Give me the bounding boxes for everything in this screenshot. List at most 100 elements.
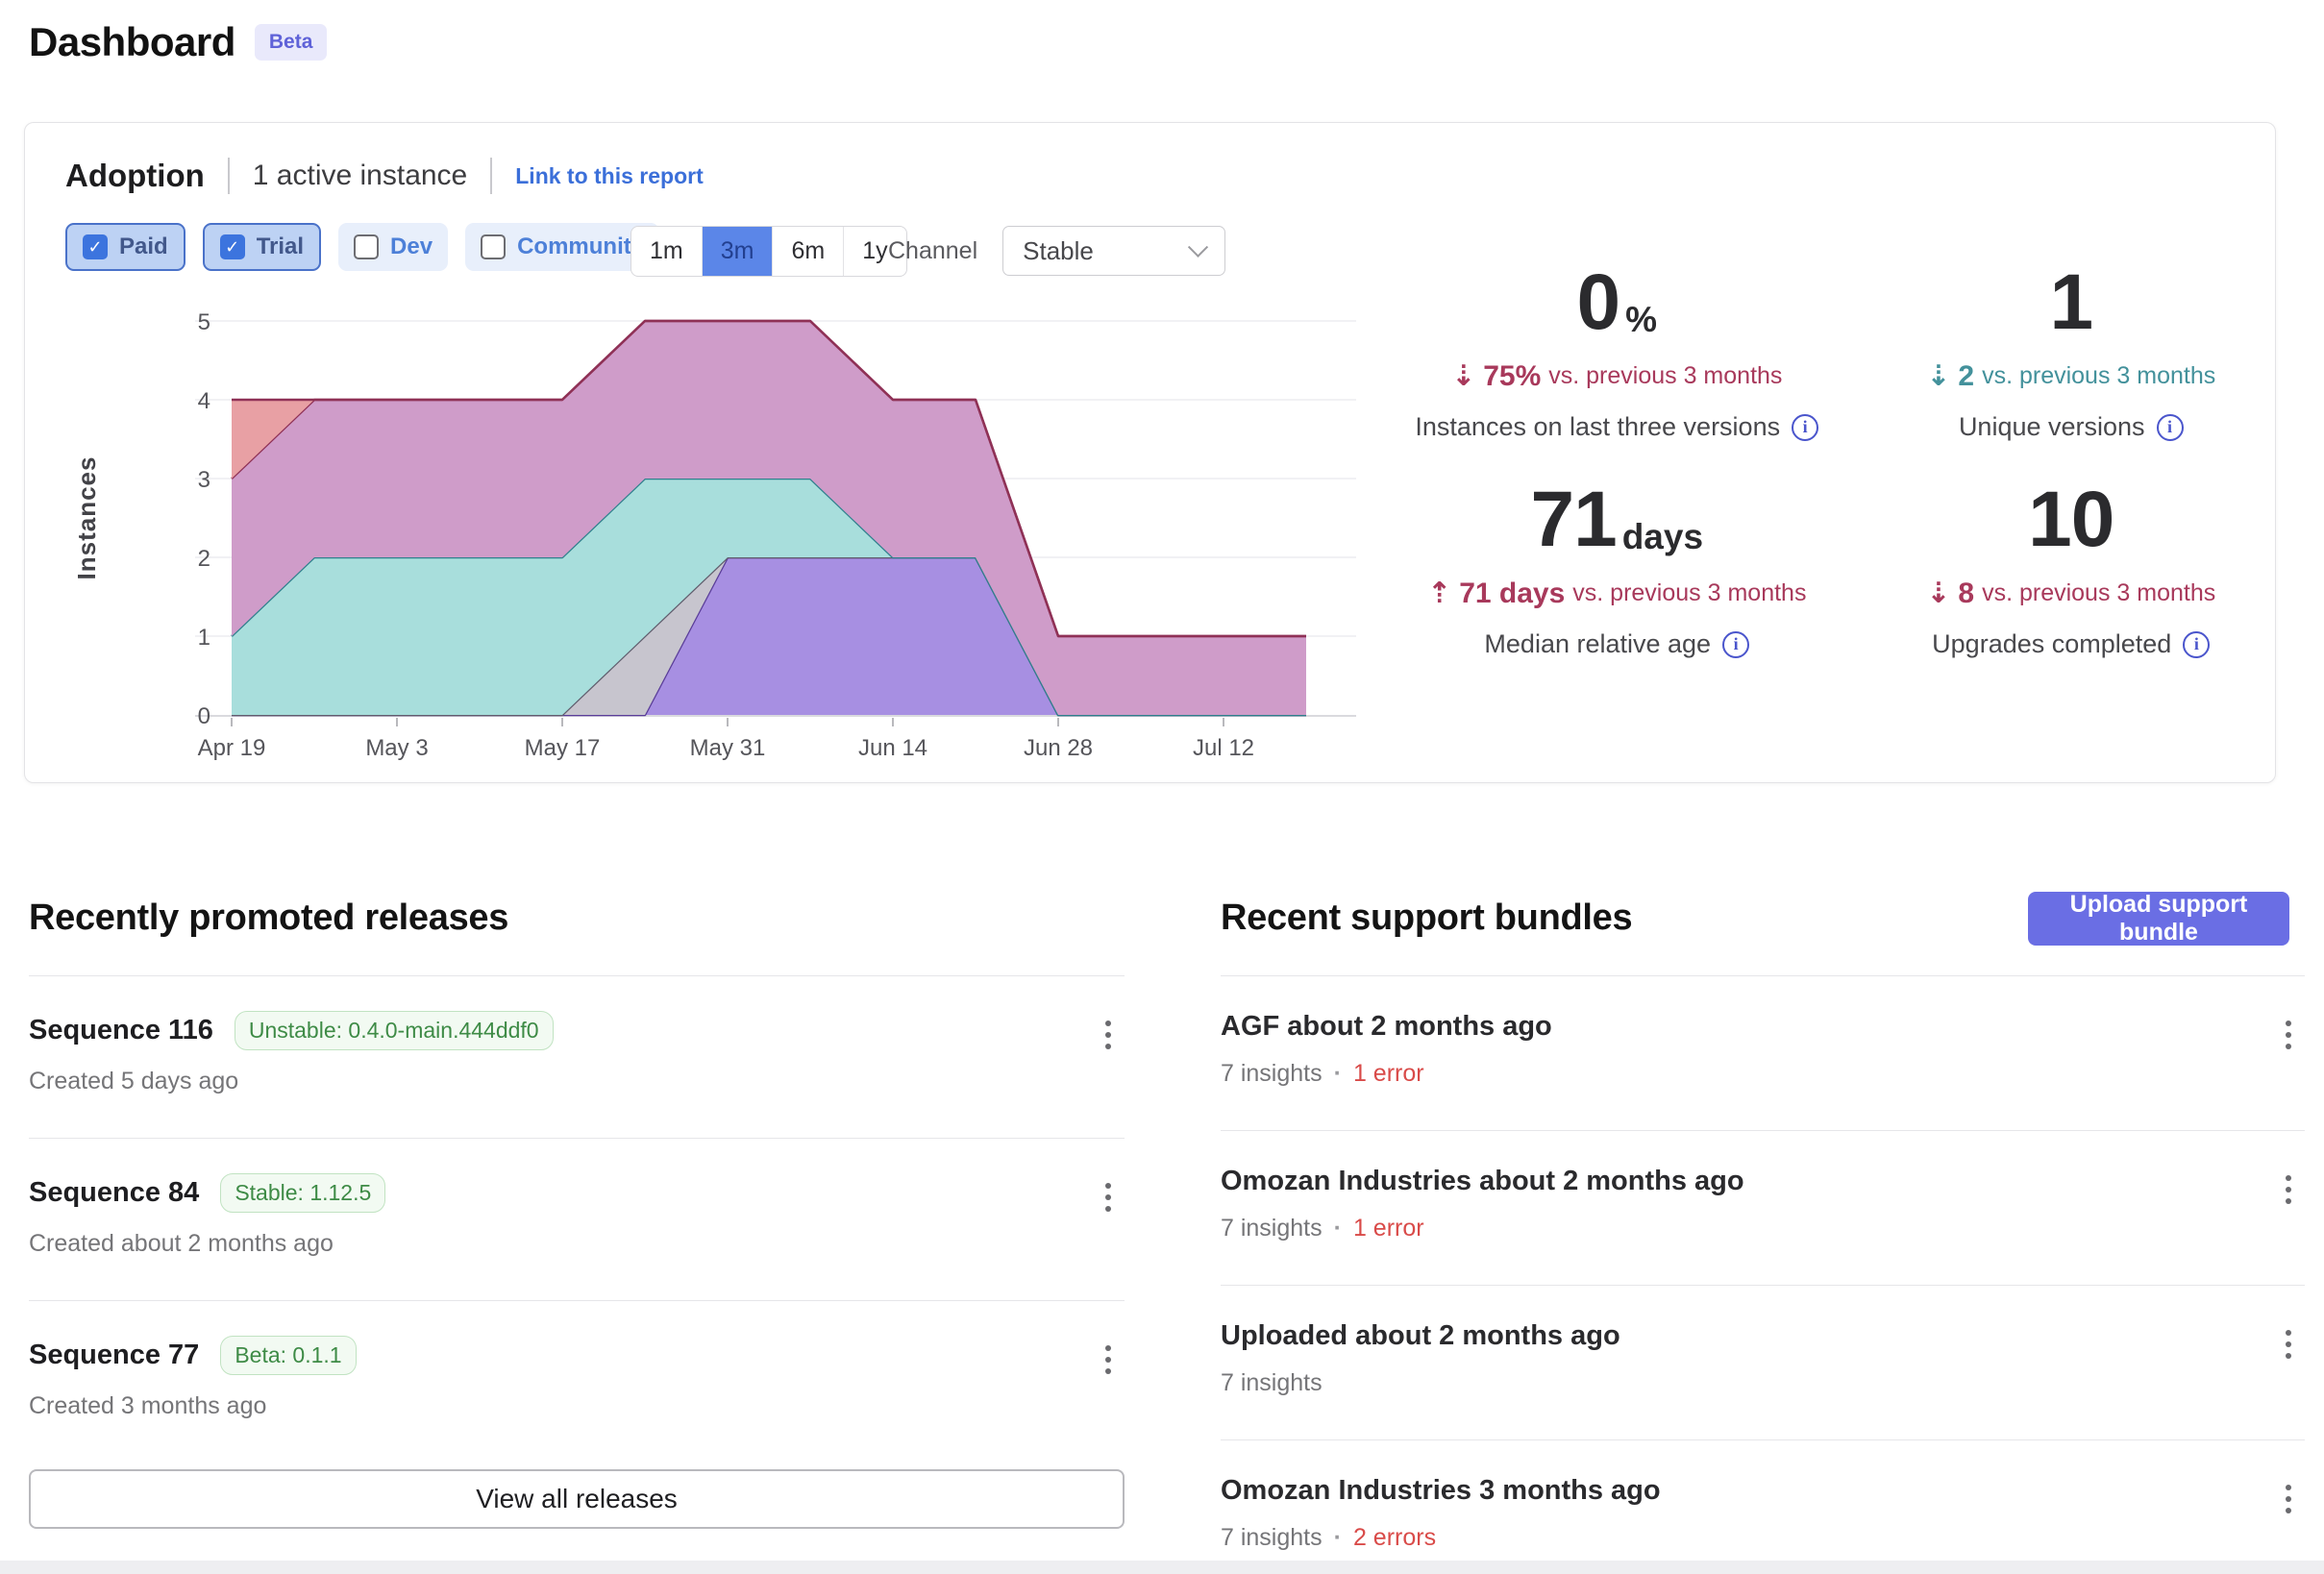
filter-paid[interactable]: ✓ Paid bbox=[65, 223, 185, 271]
adoption-title: Adoption bbox=[65, 158, 205, 193]
upload-support-bundle-button[interactable]: Upload support bundle bbox=[2028, 891, 2289, 946]
version-badge: Beta: 0.1.1 bbox=[220, 1336, 357, 1375]
svg-text:3: 3 bbox=[198, 467, 210, 493]
info-icon[interactable]: i bbox=[1792, 413, 1819, 441]
adoption-area-chart: 0 1 2 3 4 5 Apr 19 May 3 May 17 May 31 Jun 14 Jun 2… bbox=[72, 309, 1356, 761]
release-item[interactable]: Sequence 116 Unstable: 0.4.0-main.444ddf0… bbox=[29, 975, 1125, 1138]
separator-dot: · bbox=[1333, 1215, 1342, 1242]
stat-change: ⇣ 75% vs. previous 3 months bbox=[1451, 359, 1783, 393]
kebab-menu-icon[interactable] bbox=[1100, 1340, 1117, 1380]
error-count: 1 error bbox=[1352, 1060, 1424, 1087]
filter-label: Paid bbox=[119, 234, 168, 259]
license-filter-group: ✓ Paid ✓ Trial Dev Community bbox=[65, 223, 660, 271]
kebab-menu-icon[interactable] bbox=[2280, 1169, 2297, 1210]
svg-text:5: 5 bbox=[198, 309, 210, 335]
svg-text:Instances: Instances bbox=[72, 456, 101, 580]
support-bundle-item[interactable]: AGF about 2 months ago 7 insights · 1 error bbox=[1221, 975, 2305, 1130]
stat-label: Upgrades completed i bbox=[1844, 629, 2299, 659]
filter-community[interactable]: Community bbox=[465, 223, 660, 271]
info-icon[interactable]: i bbox=[2183, 630, 2211, 658]
svg-text:0: 0 bbox=[198, 703, 210, 729]
insights-count: 7 insights bbox=[1221, 1524, 1323, 1551]
arrow-up-dashed-icon: ⇡ bbox=[1427, 578, 1452, 609]
filter-dev[interactable]: Dev bbox=[338, 223, 449, 271]
line-version-salmon bbox=[232, 319, 1306, 638]
time-range-group: 1m 3m 6m 1y bbox=[630, 226, 907, 277]
kebab-menu-icon[interactable] bbox=[2280, 1479, 2297, 1519]
stat-value: 0% bbox=[1576, 258, 1657, 346]
adoption-card: Adoption 1 active instance Link to this … bbox=[24, 122, 2276, 783]
filter-label: Community bbox=[517, 234, 645, 259]
checkbox-unchecked-icon bbox=[354, 234, 380, 259]
view-all-releases-button[interactable]: View all releases bbox=[29, 1469, 1125, 1529]
item-title: Uploaded about 2 months ago bbox=[1221, 1320, 1620, 1351]
channel-control: Channel Stable bbox=[888, 226, 1226, 276]
kebab-menu-icon[interactable] bbox=[2280, 1324, 2297, 1365]
support-bundle-item[interactable]: Omozan Industries 3 months ago 7 insights… bbox=[1221, 1439, 2305, 1574]
filter-trial[interactable]: ✓ Trial bbox=[202, 223, 322, 271]
support-bundles-list: AGF about 2 months ago 7 insights · 1 error… bbox=[1221, 975, 2305, 1574]
item-title: Omozan Industries 3 months ago bbox=[1221, 1475, 1661, 1506]
stat-unique-versions: 1 ⇣ 2 vs. previous 3 months Unique versions i bbox=[1844, 263, 2299, 442]
adoption-stats: 0% ⇣ 75% vs. previous 3 months Instances on … bbox=[1390, 263, 2298, 659]
active-instance-count: 1 active instance bbox=[252, 160, 468, 191]
item-title: Sequence 116 bbox=[29, 1015, 213, 1045]
support-bundle-item[interactable]: Omozan Industries about 2 months ago 7 in… bbox=[1221, 1130, 2305, 1285]
separator-dot: · bbox=[1333, 1060, 1342, 1087]
vertical-divider bbox=[490, 158, 493, 194]
insights-count: 7 insights bbox=[1221, 1369, 1323, 1396]
bottom-strip bbox=[0, 1561, 2324, 1574]
version-badge: Stable: 1.12.5 bbox=[220, 1173, 386, 1213]
stat-upgrades-completed: 10 ⇣ 8 vs. previous 3 months Upgrades comple… bbox=[1844, 480, 2299, 659]
svg-text:1: 1 bbox=[198, 625, 210, 651]
svg-text:Jun 14: Jun 14 bbox=[858, 735, 927, 761]
svg-text:Jul 12: Jul 12 bbox=[1193, 735, 1254, 761]
kebab-menu-icon[interactable] bbox=[1100, 1015, 1117, 1055]
channel-select[interactable]: Stable bbox=[1002, 226, 1226, 276]
time-range-6m[interactable]: 6m bbox=[772, 227, 843, 276]
time-range-1m[interactable]: 1m bbox=[650, 237, 683, 264]
support-bundle-item[interactable]: Uploaded about 2 months ago 7 insights bbox=[1221, 1285, 2305, 1439]
vertical-divider bbox=[227, 158, 230, 194]
filter-label: Dev bbox=[390, 234, 433, 259]
svg-text:2: 2 bbox=[198, 546, 210, 572]
time-range-1y[interactable]: 1y bbox=[843, 227, 905, 276]
item-title: Omozan Industries about 2 months ago bbox=[1221, 1166, 1744, 1196]
item-title: Sequence 77 bbox=[29, 1340, 200, 1370]
stat-value: 71 days bbox=[1530, 476, 1704, 563]
beta-badge: Beta bbox=[254, 24, 328, 61]
svg-text:May 31: May 31 bbox=[690, 735, 766, 761]
stat-change: ⇣ 8 vs. previous 3 months bbox=[1926, 577, 2216, 610]
version-badge: Unstable: 0.4.0-main.444ddf0 bbox=[234, 1011, 554, 1050]
adoption-card-header: Adoption 1 active instance Link to this … bbox=[65, 158, 704, 194]
checkbox-unchecked-icon bbox=[481, 234, 507, 259]
svg-text:4: 4 bbox=[198, 388, 210, 414]
bundle-meta: 7 insights · 1 error bbox=[1221, 1215, 2305, 1242]
info-icon[interactable]: i bbox=[2156, 413, 2184, 441]
page-header: Dashboard Beta bbox=[29, 19, 328, 65]
item-title: AGF about 2 months ago bbox=[1221, 1011, 1552, 1042]
stat-value: 1 bbox=[2049, 258, 2093, 346]
release-created: Created about 2 months ago bbox=[29, 1230, 334, 1257]
insights-count: 7 insights bbox=[1221, 1215, 1323, 1242]
releases-list: Sequence 116 Unstable: 0.4.0-main.444ddf0… bbox=[29, 975, 1125, 1463]
kebab-menu-icon[interactable] bbox=[1100, 1177, 1117, 1217]
band-version-teal bbox=[232, 479, 1306, 715]
stat-label: Median relative age i bbox=[1390, 629, 1844, 659]
chevron-down-icon bbox=[1188, 236, 1209, 258]
releases-section-title: Recently promoted releases bbox=[29, 898, 509, 938]
release-item[interactable]: Sequence 84 Stable: 1.12.5 Created about 2… bbox=[29, 1138, 1125, 1300]
arrow-down-dashed-icon: ⇣ bbox=[1926, 360, 1951, 392]
time-range-3m[interactable]: 3m bbox=[701, 227, 773, 276]
page-title: Dashboard bbox=[29, 19, 235, 64]
kebab-menu-icon[interactable] bbox=[2280, 1015, 2297, 1055]
stat-value: 10 bbox=[2028, 476, 2114, 563]
stat-instances-on-last-three-versions: 0% ⇣ 75% vs. previous 3 months Instances on … bbox=[1390, 263, 1844, 442]
checkbox-checked-icon: ✓ bbox=[219, 234, 245, 259]
bundle-meta: 7 insights · 2 errors bbox=[1221, 1524, 2305, 1552]
bundle-meta: 7 insights bbox=[1221, 1369, 2305, 1397]
link-to-report[interactable]: Link to this report bbox=[515, 162, 704, 188]
release-item[interactable]: Sequence 77 Beta: 0.1.1 Created 3 months a… bbox=[29, 1300, 1125, 1463]
info-icon[interactable]: i bbox=[1722, 630, 1750, 658]
stat-change: ⇡ 71 days vs. previous 3 months bbox=[1427, 577, 1807, 610]
